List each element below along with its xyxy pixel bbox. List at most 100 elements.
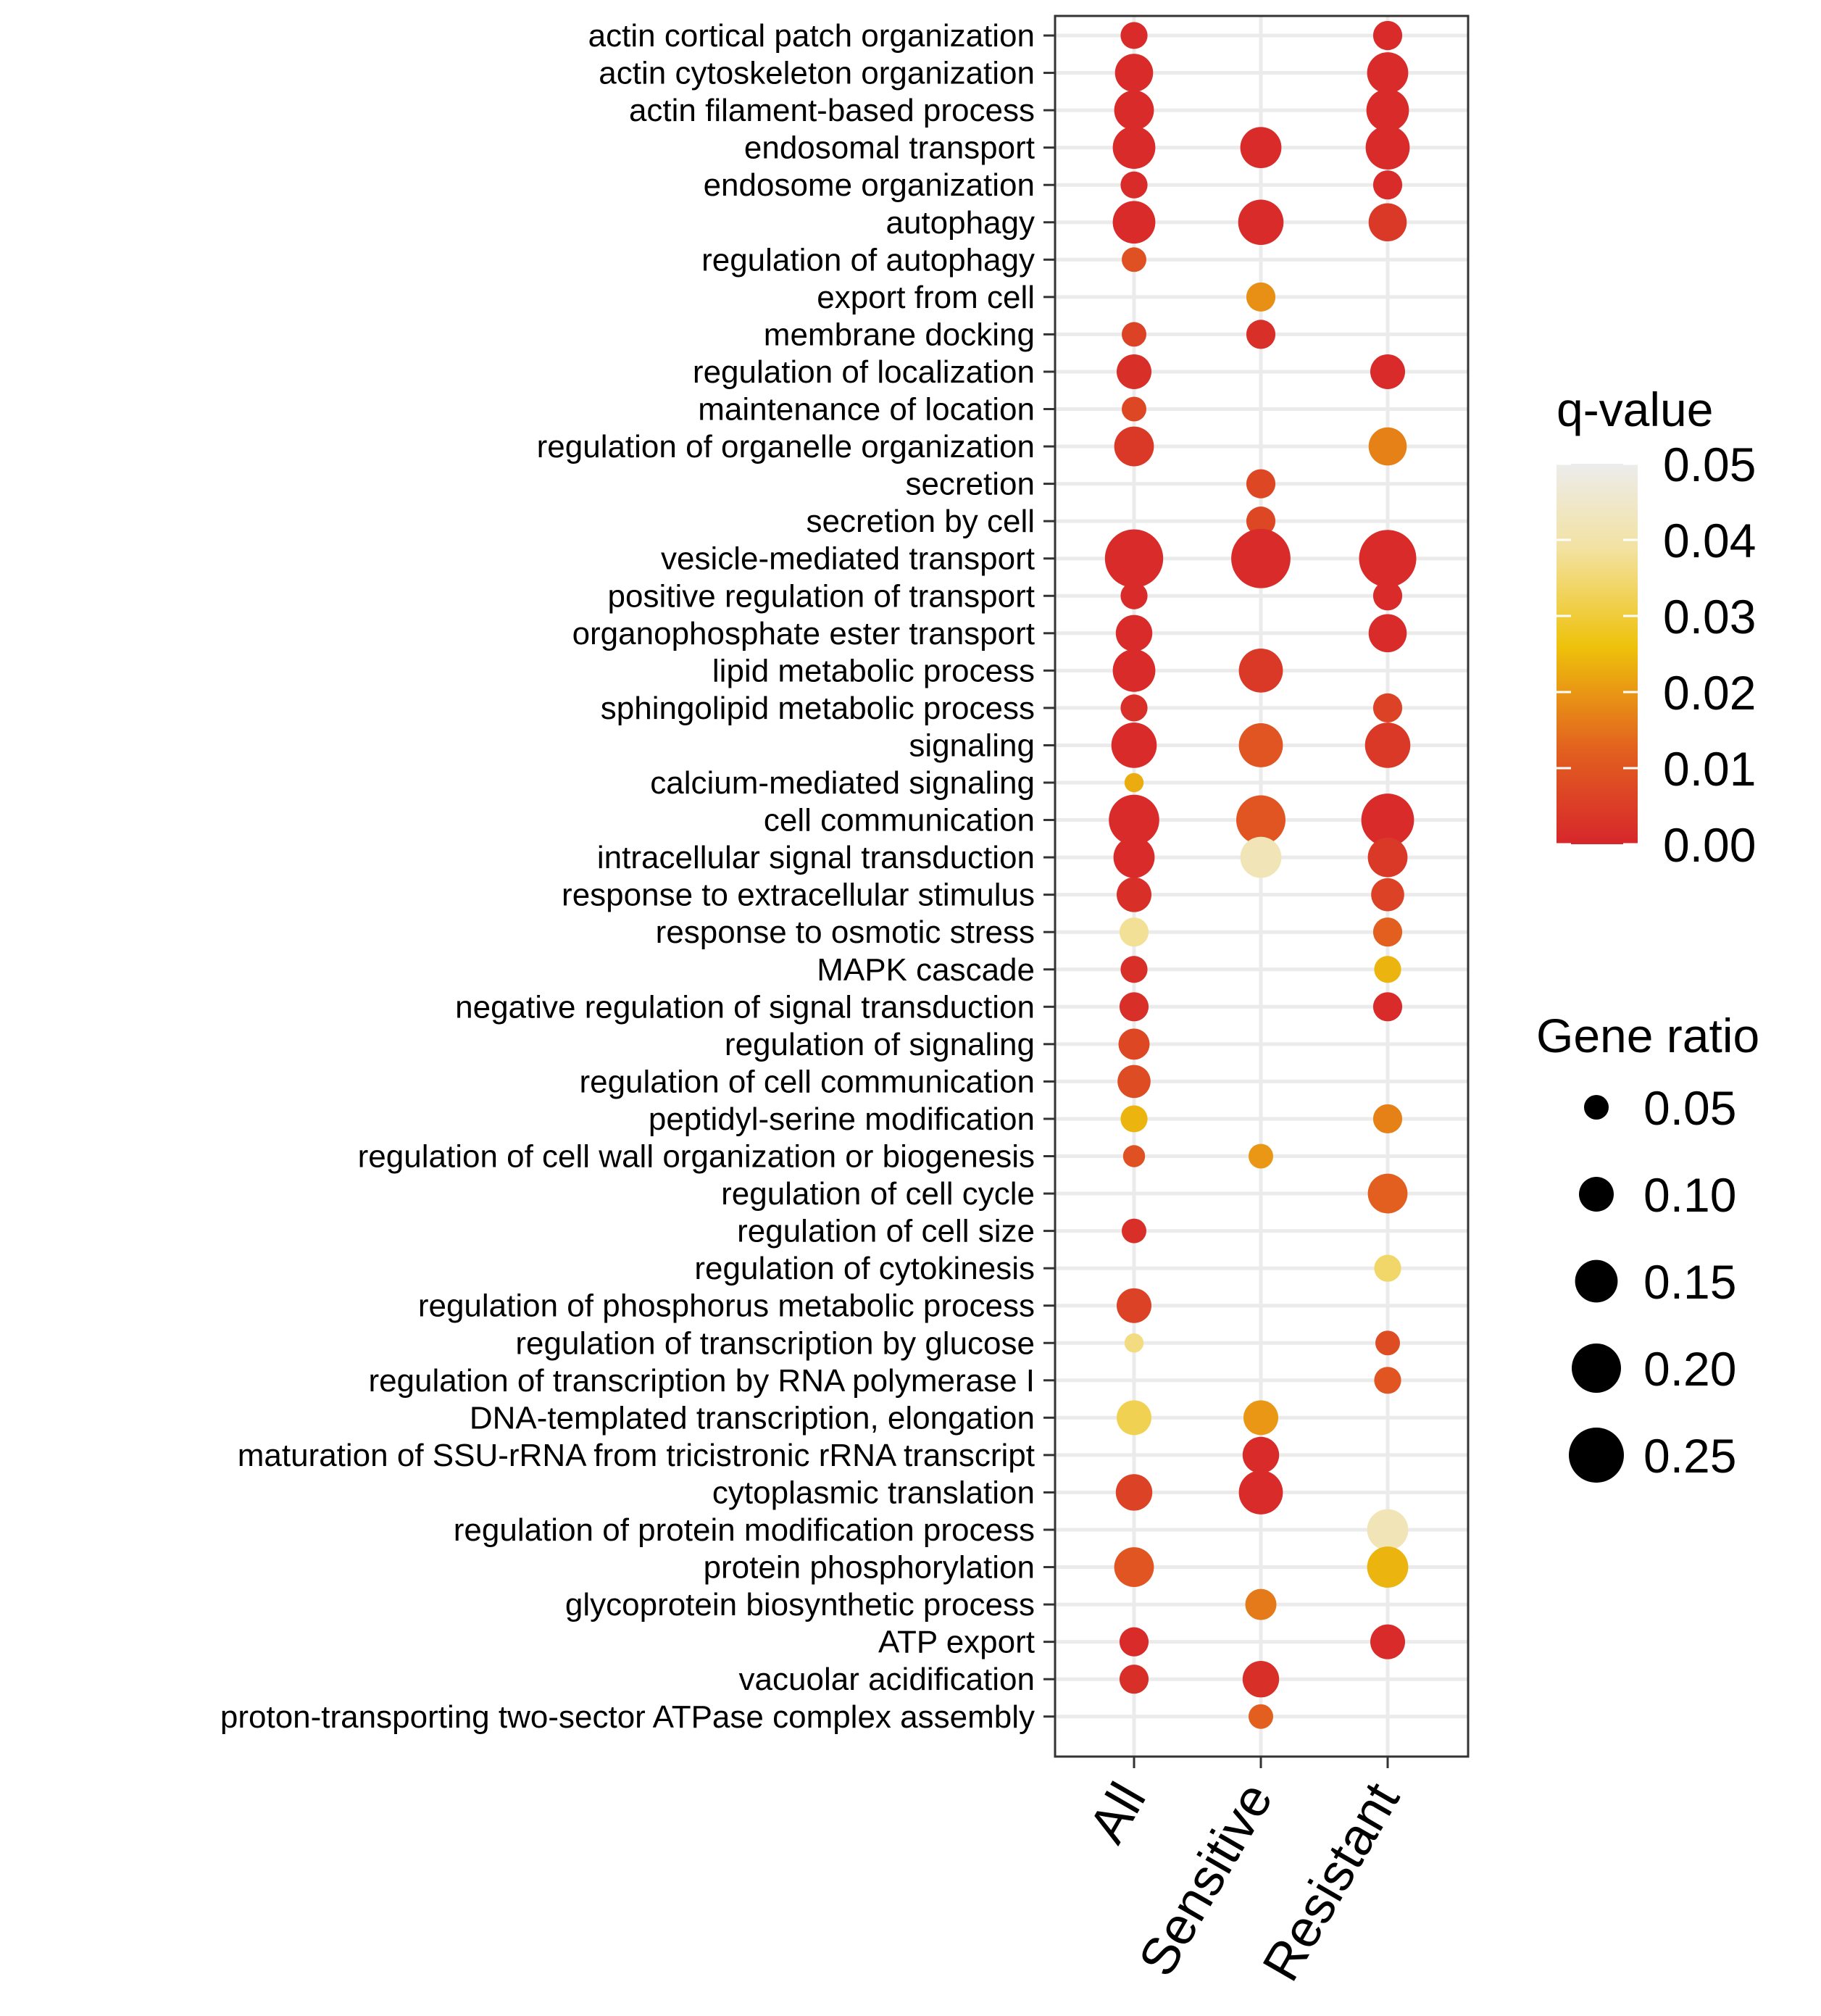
y-tick-label: vacuolar acidification: [739, 1662, 1035, 1697]
size-legend-dot: [1584, 1095, 1609, 1120]
y-tick-label: ATP export: [878, 1625, 1035, 1660]
data-point: [1374, 1367, 1401, 1394]
data-point: [1120, 694, 1148, 722]
y-tick-label: regulation of autophagy: [701, 242, 1035, 278]
data-point: [1104, 529, 1164, 588]
y-tick-label: organophosphate ester transport: [572, 616, 1035, 651]
y-tick-label: regulation of cell communication: [579, 1064, 1035, 1099]
y-tick-label: secretion: [905, 467, 1035, 502]
y-tick-label: regulation of localization: [693, 354, 1035, 390]
data-point: [1366, 88, 1409, 132]
data-point: [1249, 1704, 1273, 1729]
y-tick-label: autophagy: [886, 205, 1035, 241]
y-tick-label: endosome organization: [704, 167, 1035, 203]
data-point: [1372, 992, 1403, 1022]
data-point: [1367, 837, 1408, 878]
y-tick-label: response to osmotic stress: [656, 915, 1035, 950]
y-tick-label: actin filament-based process: [629, 93, 1035, 128]
y-tick-label: secretion by cell: [807, 504, 1035, 539]
gene-ratio-legend-title: Gene ratio: [1536, 1009, 1759, 1062]
y-tick-label: regulation of transcription by glucose: [515, 1325, 1035, 1361]
q-value-legend-title: q-value: [1557, 383, 1713, 436]
size-legend-dot: [1569, 1428, 1624, 1483]
y-tick-label: export from cell: [817, 280, 1035, 315]
data-point: [1371, 878, 1404, 912]
data-point: [1117, 1400, 1151, 1436]
data-point: [1246, 320, 1276, 349]
data-point: [1372, 917, 1403, 947]
y-tick-label: vesicle-mediated transport: [661, 541, 1035, 577]
y-tick-label: signaling: [909, 728, 1035, 763]
y-tick-label: DNA-templated transcription, elongation: [470, 1400, 1035, 1436]
data-point: [1238, 723, 1283, 767]
colorbar-tick-label: 0.00: [1663, 818, 1756, 872]
data-point: [1365, 125, 1410, 170]
size-legend-dot: [1575, 1259, 1618, 1303]
data-point: [1246, 282, 1276, 312]
data-point: [1246, 469, 1276, 499]
data-point: [1240, 836, 1282, 878]
data-point: [1120, 1105, 1148, 1133]
data-point: [1117, 1288, 1151, 1323]
data-point: [1368, 203, 1407, 242]
size-legend-label: 0.10: [1643, 1168, 1736, 1222]
y-tick-label: response to extracellular stimulus: [562, 878, 1035, 913]
y-tick-label: regulation of signaling: [725, 1027, 1035, 1062]
data-point: [1114, 1547, 1154, 1587]
size-legend-dot: [1572, 1344, 1621, 1393]
data-point: [1117, 1065, 1151, 1099]
data-point: [1370, 1624, 1405, 1659]
data-point: [1115, 1474, 1153, 1511]
data-point: [1122, 247, 1146, 272]
size-legend-label: 0.20: [1643, 1342, 1736, 1396]
data-point: [1368, 427, 1407, 466]
data-point: [1249, 1144, 1273, 1169]
y-tick-label: positive regulation of transport: [608, 578, 1035, 614]
y-tick-label: actin cytoskeleton organization: [599, 56, 1035, 91]
data-point: [1119, 1665, 1149, 1694]
data-point: [1114, 426, 1154, 467]
data-point: [1231, 528, 1291, 588]
data-point: [1119, 992, 1149, 1022]
data-point: [1372, 581, 1403, 611]
data-point: [1109, 794, 1159, 846]
y-tick-label: regulation of cell size: [737, 1214, 1035, 1249]
data-point: [1114, 54, 1154, 92]
data-point: [1236, 795, 1285, 845]
y-tick-label: regulation of phosphorus metabolic proce…: [418, 1288, 1035, 1324]
data-point: [1122, 1145, 1146, 1167]
y-tick-label: maturation of SSU-rRNA from tricistronic…: [238, 1438, 1035, 1473]
y-tick-label: actin cortical patch organization: [588, 18, 1035, 54]
data-point: [1367, 1546, 1409, 1588]
data-points: [1104, 20, 1417, 1729]
data-point: [1122, 1218, 1146, 1244]
y-tick-label: endosomal transport: [744, 130, 1035, 166]
data-point: [1359, 530, 1417, 588]
y-tick-label: calcium-mediated signaling: [650, 765, 1035, 801]
data-point: [1112, 126, 1156, 170]
data-point: [1374, 956, 1401, 983]
y-tick-label: regulation of cell cycle: [721, 1176, 1035, 1212]
y-tick-label: regulation of cell wall organization or …: [358, 1139, 1035, 1175]
data-point: [1118, 1028, 1150, 1060]
data-point: [1361, 794, 1414, 846]
y-tick-label: cytoplasmic translation: [712, 1475, 1035, 1510]
data-point: [1120, 582, 1148, 609]
gene-ratio-legend: Gene ratio 0.05 0.10 0.15 0.20 0.25: [1536, 1009, 1759, 1483]
data-point: [1119, 917, 1149, 947]
data-point: [1370, 354, 1405, 389]
size-legend-label: 0.15: [1643, 1255, 1736, 1309]
data-point: [1117, 354, 1151, 389]
data-point: [1122, 396, 1146, 422]
y-tick-label: protein phosphorylation: [704, 1550, 1035, 1586]
colorbar-tick-label: 0.04: [1663, 514, 1756, 567]
y-tick-label: sphingolipid metabolic process: [601, 691, 1035, 726]
y-tick-label: regulation of cytokinesis: [694, 1251, 1035, 1286]
y-tick-label: MAPK cascade: [817, 952, 1035, 988]
data-point: [1367, 1509, 1409, 1551]
data-point: [1114, 90, 1154, 130]
y-tick-label: lipid metabolic process: [712, 653, 1035, 688]
q-value-colorbar: [1557, 464, 1638, 844]
